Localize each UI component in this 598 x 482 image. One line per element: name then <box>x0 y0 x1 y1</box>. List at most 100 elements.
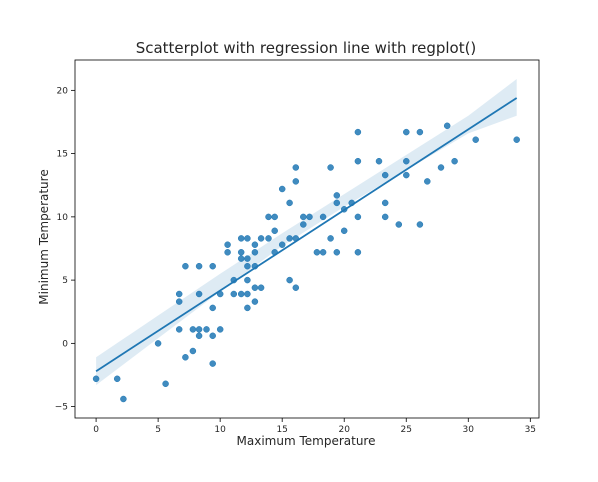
plot-frame <box>74 59 540 419</box>
data-point <box>292 164 300 171</box>
data-point <box>319 249 327 256</box>
data-point <box>92 375 100 383</box>
data-point <box>237 235 245 242</box>
data-point <box>189 347 197 355</box>
x-tick-label: 0 <box>93 425 99 435</box>
data-point <box>395 221 403 228</box>
data-point <box>224 241 231 248</box>
data-point <box>451 157 458 165</box>
data-points-layer <box>92 122 520 403</box>
data-point <box>251 241 259 248</box>
data-point <box>416 128 424 136</box>
data-point <box>216 326 224 333</box>
data-point <box>416 221 424 228</box>
data-point <box>286 276 293 284</box>
data-point <box>244 290 251 298</box>
x-tick-label: 35 <box>525 425 536 435</box>
data-point <box>333 199 341 207</box>
y-tick-label: 0 <box>62 339 68 349</box>
data-point <box>195 332 203 340</box>
x-tick-label: 15 <box>276 425 287 435</box>
x-tick-label: 20 <box>338 425 350 435</box>
data-point <box>224 249 231 256</box>
data-point <box>403 171 410 179</box>
regression-line-layer <box>95 97 518 372</box>
data-point <box>403 128 410 136</box>
data-point <box>209 332 216 340</box>
data-point <box>333 249 341 256</box>
data-point <box>195 262 203 270</box>
x-tick-label: 25 <box>401 425 412 435</box>
regression-line <box>95 97 518 372</box>
data-point <box>424 178 431 185</box>
x-tick-label: 30 <box>463 425 475 435</box>
data-point <box>278 241 286 248</box>
data-point <box>340 227 348 235</box>
data-point <box>333 192 341 199</box>
axes: 0 5 10 15 20 25 30 35 −5 0 5 10 15 20 <box>55 59 540 435</box>
data-point <box>244 255 251 262</box>
data-point <box>354 157 362 165</box>
data-point <box>265 235 272 242</box>
x-axis-title: Maximum Temperature <box>237 434 376 448</box>
data-point <box>257 284 265 291</box>
data-point <box>327 235 334 242</box>
data-point <box>244 304 251 312</box>
data-point <box>209 262 216 270</box>
data-point <box>354 249 362 256</box>
data-point <box>513 136 520 143</box>
data-point <box>306 213 313 221</box>
data-point <box>237 255 245 262</box>
data-point <box>354 213 362 221</box>
data-point <box>154 340 162 347</box>
y-tick-label: 15 <box>57 150 68 160</box>
confidence-band <box>96 79 517 386</box>
data-point <box>182 354 189 361</box>
data-point <box>175 298 183 305</box>
data-point <box>113 375 121 383</box>
data-point <box>189 326 197 333</box>
data-point <box>195 290 203 298</box>
data-point <box>195 326 203 333</box>
data-point <box>278 185 286 193</box>
data-point <box>257 235 265 242</box>
data-point <box>120 395 127 403</box>
data-point <box>313 249 321 256</box>
data-point <box>244 262 251 270</box>
data-point <box>209 360 216 367</box>
data-point <box>300 213 307 221</box>
data-point <box>437 164 445 171</box>
data-point <box>271 227 278 235</box>
data-point <box>286 199 293 207</box>
data-point <box>381 199 389 207</box>
data-point <box>381 171 389 179</box>
data-point <box>354 128 362 136</box>
data-point <box>271 213 278 221</box>
data-point <box>472 136 479 143</box>
data-point <box>292 178 300 185</box>
data-point <box>319 213 327 221</box>
data-point <box>375 157 383 165</box>
data-point <box>203 326 210 333</box>
data-point <box>244 276 251 284</box>
data-point <box>182 262 189 270</box>
y-tick-label: −5 <box>55 403 68 413</box>
x-tick-label: 5 <box>155 425 161 435</box>
data-point <box>286 235 293 242</box>
data-point <box>162 380 169 388</box>
data-point <box>443 122 451 130</box>
data-point <box>251 298 259 305</box>
data-point <box>237 290 245 298</box>
data-point <box>251 249 259 256</box>
data-point <box>403 157 410 165</box>
data-point <box>381 213 389 221</box>
data-point <box>230 290 238 298</box>
data-point <box>175 326 183 333</box>
data-point <box>209 304 216 312</box>
data-point <box>300 221 307 228</box>
y-tick-label: 20 <box>57 86 69 96</box>
data-point <box>237 249 245 256</box>
data-point <box>327 164 334 171</box>
